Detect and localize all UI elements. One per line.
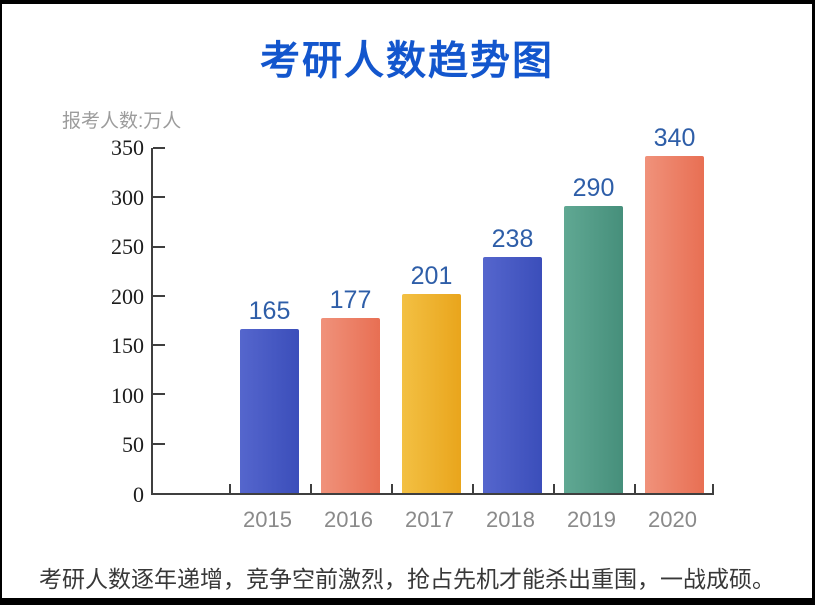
x-tick-label: 2016 <box>324 507 373 532</box>
bars-container: 165 177 201 238 290 340 <box>229 125 715 493</box>
y-axis-unit-label: 报考人数:万人 <box>62 111 182 132</box>
bar-group-2017: 201 <box>391 261 472 493</box>
x-axis-tick-mark <box>634 484 636 493</box>
x-axis-tick-mark <box>472 484 474 493</box>
bar-2016 <box>321 317 380 493</box>
bar-2020 <box>645 155 704 493</box>
x-tick-label: 2015 <box>243 507 292 532</box>
y-tick-label: 250 <box>111 234 144 260</box>
bar-chart-plot-area: 165 177 201 238 290 340 <box>151 125 715 495</box>
y-tick-label: 100 <box>111 382 144 408</box>
y-axis-tick-mark <box>153 344 165 347</box>
x-axis-tick-mark <box>310 484 312 493</box>
x-tick-label: 2018 <box>486 507 535 532</box>
bar-group-2018: 238 <box>472 227 553 493</box>
bar-value-label: 340 <box>653 123 696 152</box>
bar-2015 <box>240 329 299 493</box>
x-axis-tick-mark <box>553 484 555 493</box>
y-tick-label: 350 <box>111 135 144 160</box>
bar-2017 <box>402 293 461 493</box>
bar-2018 <box>483 257 542 493</box>
bar-value-label: 238 <box>491 225 534 253</box>
chart-title: 考研人数趋势图 <box>260 39 554 83</box>
bar-group-2016: 177 <box>310 285 391 493</box>
bar-group-2019: 290 <box>553 173 634 493</box>
y-axis-tick-mark <box>153 442 165 445</box>
y-tick-label: 150 <box>111 333 144 359</box>
x-axis-tick-mark <box>229 484 231 493</box>
x-tick-label: 2019 <box>567 507 616 532</box>
y-axis-tick-mark <box>153 147 165 149</box>
x-axis-tick-mark <box>712 484 714 493</box>
x-axis-tick-mark <box>391 484 393 493</box>
y-axis-tick-labels: 350 300 250 200 150 100 50 0 <box>98 135 144 507</box>
x-axis-category-labels: 2015 2016 2017 2018 2019 2020 <box>227 507 713 533</box>
bar-value-label: 165 <box>248 297 291 326</box>
y-tick-label: 300 <box>111 184 144 210</box>
bar-value-label: 201 <box>410 261 453 290</box>
bar-value-label: 177 <box>329 285 372 314</box>
bar-value-label: 290 <box>572 173 615 202</box>
x-tick-label: 2017 <box>405 507 454 532</box>
y-axis-tick-mark <box>153 245 165 248</box>
y-tick-label: 0 <box>133 482 144 507</box>
caption: 考研人数逐年递增，竞争空前激烈，抢占先机才能杀出重围，一战成硕。 <box>39 566 775 592</box>
y-axis-tick-mark <box>153 196 165 199</box>
y-axis-tick-mark <box>153 294 165 297</box>
bar-group-2015: 165 <box>229 299 310 493</box>
bar-2019 <box>564 205 623 493</box>
y-tick-label: 50 <box>122 432 144 458</box>
y-axis-tick-mark <box>153 393 165 396</box>
x-tick-label: 2020 <box>648 507 697 532</box>
bar-group-2020: 340 <box>634 123 715 493</box>
y-tick-label: 200 <box>111 283 144 309</box>
